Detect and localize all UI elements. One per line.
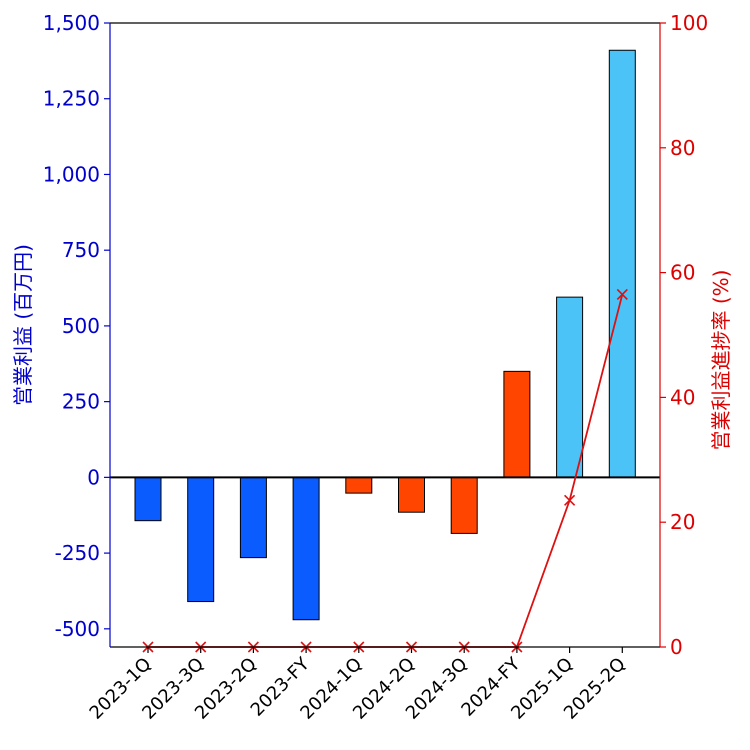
progress-marker-2025-1Q (564, 494, 576, 506)
right-tick-label: 60 (670, 261, 695, 285)
plot-frame (109, 22, 661, 648)
marker-stroke (616, 288, 628, 301)
progress-line (148, 294, 624, 648)
left-tick-label: -250 (55, 541, 100, 565)
right-tick-label: 20 (670, 510, 695, 534)
bar-2024-3Q (450, 476, 478, 534)
bars-layer (134, 49, 636, 621)
left-tick-label: 750 (62, 238, 100, 262)
left-tick-label: 1,000 (43, 162, 100, 186)
left-tick-label: 1,250 (43, 87, 100, 111)
progress-marker-2025-2Q (616, 288, 628, 301)
bar-2025-1Q (556, 296, 584, 478)
left-tick-label: 0 (87, 465, 100, 489)
right-y-axis: 100 80 60 40 20 0 (660, 11, 708, 659)
left-tick-label: -500 (55, 617, 100, 641)
right-tick-label: 80 (670, 136, 695, 160)
right-tick-label: 40 (670, 385, 695, 409)
right-axis-title: 営業利益進捗率 (%) (709, 270, 733, 451)
right-tick-label: 100 (670, 11, 708, 35)
left-axis-title: 営業利益 (百万円) (11, 244, 35, 406)
bar-2023-FY (292, 476, 320, 621)
bar-2023-3Q (187, 476, 215, 603)
left-tick-label: 1,500 (43, 11, 100, 35)
progress-line-layer (142, 288, 628, 653)
bar-2024-2Q (398, 476, 425, 513)
bar-2024-1Q (345, 476, 373, 494)
axis-titles: 営業利益 (百万円) 営業利益進捗率 (%) (11, 244, 733, 450)
x-axis: 2023-1Q2023-3Q2023-2Q2023-FY2024-1Q2024-… (86, 647, 630, 724)
bar-2025-2Q (608, 49, 636, 478)
bar-2023-1Q (134, 476, 162, 522)
bar-2024-FY (503, 370, 531, 478)
bar-2023-2Q (239, 476, 267, 559)
left-tick-label: 500 (62, 314, 100, 338)
left-y-axis: 1,500 1,250 1,000 750 500 250 0 -250 -500 (43, 11, 110, 641)
right-tick-label: 0 (670, 635, 683, 659)
left-tick-label: 250 (62, 390, 100, 414)
marker-stroke (564, 494, 576, 506)
